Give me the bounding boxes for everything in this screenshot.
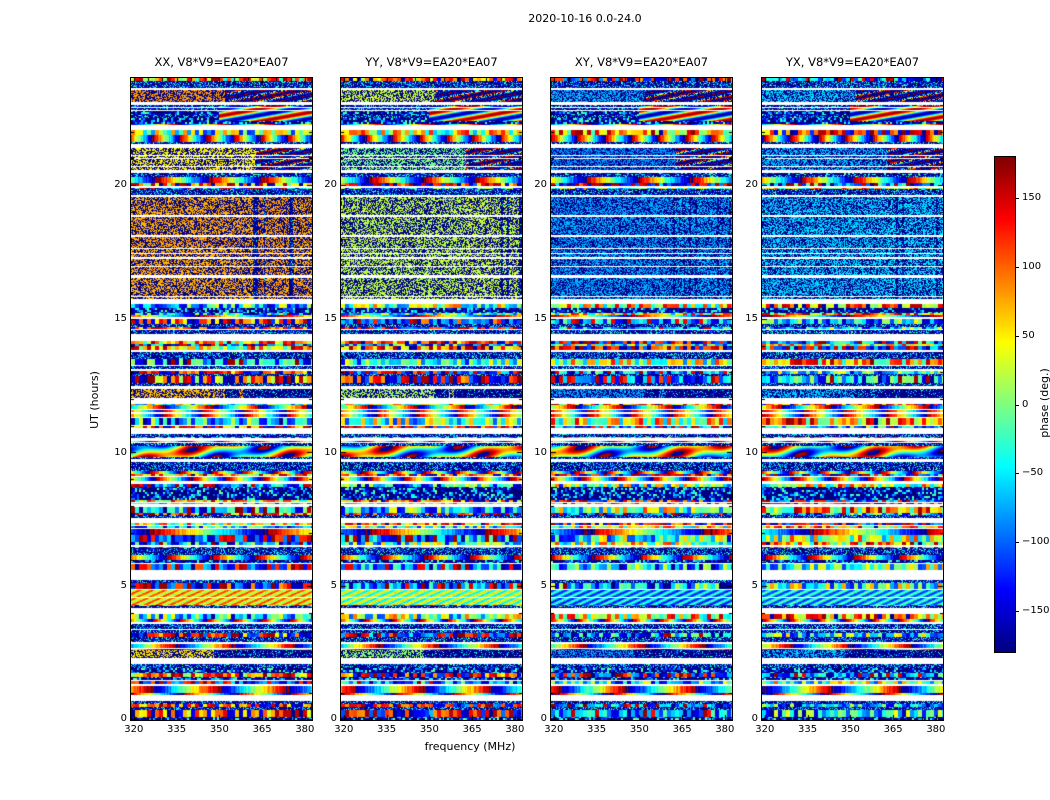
x-tick-label: 335	[798, 724, 818, 735]
panel-title-xx: XX, V8*V9=EA20*EA07	[154, 55, 289, 69]
panel-title-yx: YX, V8*V9=EA20*EA07	[785, 55, 920, 69]
colorbar-tick	[1015, 267, 1019, 268]
y-tick-label: 20	[324, 179, 337, 190]
colorbar	[994, 156, 1016, 653]
colorbar-tick-label: 100	[1022, 261, 1042, 272]
y-tick-label: 10	[114, 446, 127, 458]
colorbar-tick-label: 50	[1022, 330, 1035, 341]
y-tick-label: 20	[534, 179, 547, 190]
x-tick-label: 350	[209, 724, 229, 735]
heatmap-panel-xy	[550, 77, 733, 721]
y-tick-label: 5	[751, 580, 758, 592]
y-tick-label: 0	[751, 713, 758, 724]
panel-title-xy: XY, V8*V9=EA20*EA07	[574, 55, 709, 69]
figure-title: 2020-10-16 0.0-24.0	[528, 12, 642, 25]
x-tick-label: 335	[377, 724, 397, 735]
x-tick-label: 380	[926, 724, 946, 735]
heatmap-panel-xx	[130, 77, 313, 721]
x-tick-label: 320	[755, 724, 775, 735]
x-tick-label: 320	[334, 724, 354, 735]
y-tick-label: 20	[114, 179, 127, 190]
colorbar-tick	[1015, 542, 1019, 543]
y-tick-label: 15	[534, 312, 547, 324]
y-tick-label: 15	[745, 312, 758, 324]
x-tick-label: 380	[715, 724, 735, 735]
heatmap-panel-yy	[340, 77, 523, 721]
x-tick-label: 335	[167, 724, 187, 735]
x-tick-label: 365	[252, 724, 272, 735]
x-tick-label: 350	[419, 724, 439, 735]
y-tick-label: 10	[745, 446, 758, 458]
panel-title-yy: YY, V8*V9=EA20*EA07	[365, 55, 498, 69]
x-tick-label: 350	[629, 724, 649, 735]
heatmap-panel-yx	[761, 77, 944, 721]
x-tick-label: 320	[124, 724, 144, 735]
y-tick-label: 0	[540, 713, 547, 724]
y-tick-label: 20	[745, 179, 758, 190]
y-tick-label: 5	[540, 580, 547, 592]
colorbar-tick	[1015, 473, 1019, 474]
y-tick-label: 0	[120, 713, 127, 724]
colorbar-tick	[1015, 405, 1019, 406]
x-tick-label: 365	[672, 724, 692, 735]
colorbar-tick-label: 150	[1022, 192, 1042, 203]
y-tick-label: 15	[324, 312, 337, 324]
x-tick-label: 380	[505, 724, 525, 735]
y-tick-label: 10	[324, 446, 337, 458]
y-tick-label: 15	[114, 312, 127, 324]
x-tick-label: 365	[883, 724, 903, 735]
x-axis-label: frequency (MHz)	[424, 740, 516, 753]
colorbar-tick-label: 0	[1022, 399, 1029, 410]
colorbar-tick-label: −100	[1022, 536, 1050, 547]
y-tick-label: 0	[330, 713, 337, 724]
y-axis-label: UT (hours)	[88, 371, 101, 429]
colorbar-tick	[1015, 611, 1019, 612]
y-tick-label: 5	[120, 580, 127, 592]
colorbar-tick	[1015, 198, 1019, 199]
colorbar-tick	[1015, 336, 1019, 337]
colorbar-tick-label: −150	[1022, 605, 1050, 616]
colorbar-tick-label: −50	[1022, 467, 1044, 478]
x-tick-label: 350	[840, 724, 860, 735]
y-tick-label: 10	[534, 446, 547, 458]
x-tick-label: 365	[462, 724, 482, 735]
x-tick-label: 320	[544, 724, 564, 735]
x-tick-label: 380	[295, 724, 315, 735]
y-tick-label: 5	[330, 580, 337, 592]
x-tick-label: 335	[587, 724, 607, 735]
